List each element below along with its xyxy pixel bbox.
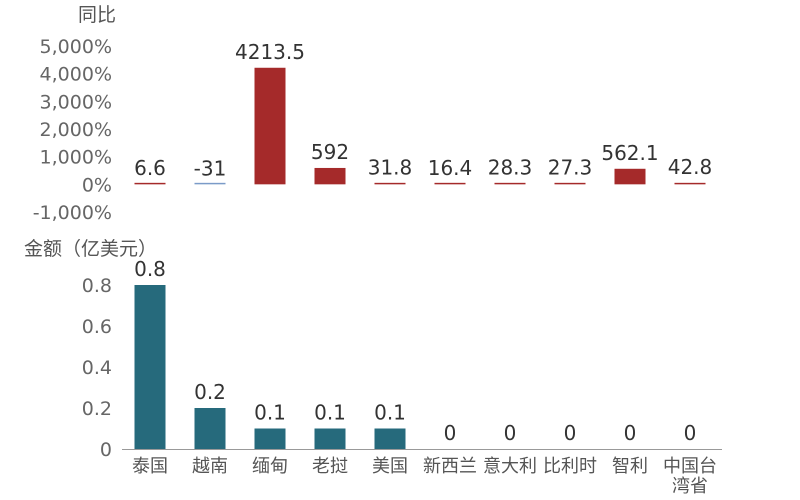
top-data-labels: 6.6 -31 4213.5 592 31.8 16.4 28.3 27.3 562.1 42.8	[134, 40, 712, 181]
bottom-data-label: 0	[684, 421, 697, 445]
top-data-label: 4213.5	[235, 40, 305, 64]
bottom-y-tick-label: 0.4	[82, 357, 112, 379]
category-label: 意大利	[483, 456, 537, 477]
bottom-bars	[134, 285, 406, 449]
category-label: 智利	[612, 456, 648, 477]
bottom-data-label: 0	[564, 421, 577, 445]
top-chart-ylabel: 同比	[78, 4, 116, 26]
category-label: 新西兰	[423, 456, 477, 477]
bottom-data-label: 0.2	[194, 380, 226, 404]
bottom-data-label: 0.1	[254, 401, 286, 425]
top-bars	[134, 67, 706, 185]
bottom-data-label: 0	[444, 421, 457, 445]
category-label: 老挝	[312, 456, 348, 477]
category-label: 美国	[372, 456, 408, 477]
top-bar	[254, 67, 286, 185]
top-y-tick-label: 3,000%	[40, 91, 112, 113]
bottom-bar	[194, 408, 226, 449]
top-y-tick-label: -1,000%	[33, 202, 112, 224]
bottom-data-label: 0	[504, 421, 517, 445]
bottom-data-label: 0.1	[374, 401, 406, 425]
top-bar	[194, 182, 226, 185]
top-bar	[674, 182, 706, 185]
bottom-data-labels: 0.8 0.2 0.1 0.1 0.1 0 0 0 0 0	[134, 257, 696, 445]
bottom-data-label: 0.1	[314, 401, 346, 425]
top-data-label: 562.1	[601, 141, 658, 165]
top-data-label: 28.3	[488, 156, 533, 180]
top-y-tick-label: 1,000%	[40, 147, 112, 169]
bottom-data-label: 0.8	[134, 257, 166, 281]
top-data-label: 27.3	[548, 156, 593, 180]
bottom-y-tick-label: 0.2	[82, 398, 112, 420]
top-data-label: 31.8	[368, 155, 413, 179]
top-y-tick-label: 4,000%	[40, 64, 112, 86]
top-data-label: 16.4	[428, 156, 473, 180]
bottom-y-tick-label: 0	[100, 439, 112, 461]
top-bar	[314, 167, 346, 185]
category-axis-labels: 泰国 越南 缅甸 老挝 美国 新西兰 意大利 比利时 智利 中国台湾省	[132, 456, 717, 497]
top-bar	[134, 182, 166, 185]
top-data-label: 42.8	[668, 155, 713, 179]
top-bar	[554, 182, 586, 185]
top-bar	[614, 168, 646, 185]
category-label: 缅甸	[252, 456, 288, 477]
top-bar	[434, 182, 466, 185]
category-label: 越南	[192, 456, 228, 477]
category-label: 泰国	[132, 456, 168, 477]
bottom-bar	[314, 428, 346, 449]
bottom-y-axis: 0.8 0.6 0.4 0.2 0	[82, 275, 112, 461]
top-y-tick-label: 5,000%	[40, 36, 112, 58]
category-label: 比利时	[543, 456, 597, 477]
bottom-bar	[374, 428, 406, 449]
bottom-data-label: 0	[624, 421, 637, 445]
top-y-tick-label: 2,000%	[40, 119, 112, 141]
top-data-label: 592	[311, 140, 349, 164]
bottom-bar	[134, 285, 166, 449]
top-bar	[374, 182, 406, 185]
top-y-tick-label: 0%	[82, 174, 112, 196]
bottom-y-tick-label: 0.6	[82, 316, 112, 338]
top-data-label: -31	[194, 156, 227, 180]
bottom-y-tick-label: 0.8	[82, 275, 112, 297]
bottom-chart-ylabel: 金额（亿美元）	[24, 238, 157, 260]
bottom-bar	[254, 428, 286, 449]
top-y-axis: 5,000% 4,000% 3,000% 2,000% 1,000% 0% -1,000%	[33, 36, 112, 224]
category-label: 中国台湾省	[663, 456, 717, 497]
top-bar	[494, 182, 526, 185]
top-data-label: 6.6	[134, 156, 166, 180]
